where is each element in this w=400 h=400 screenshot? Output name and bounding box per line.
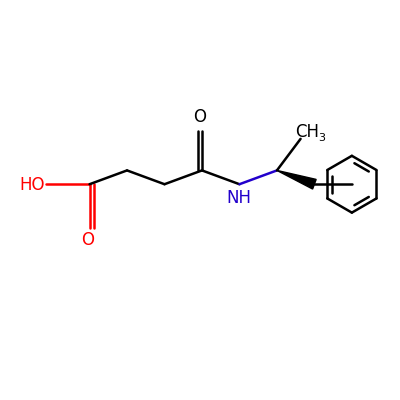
Text: CH: CH — [295, 123, 319, 141]
Text: O: O — [81, 231, 94, 249]
Polygon shape — [277, 170, 316, 189]
Text: O: O — [194, 108, 206, 126]
Text: HO: HO — [20, 176, 45, 194]
Text: 3: 3 — [318, 133, 325, 143]
Text: NH: NH — [226, 189, 251, 207]
